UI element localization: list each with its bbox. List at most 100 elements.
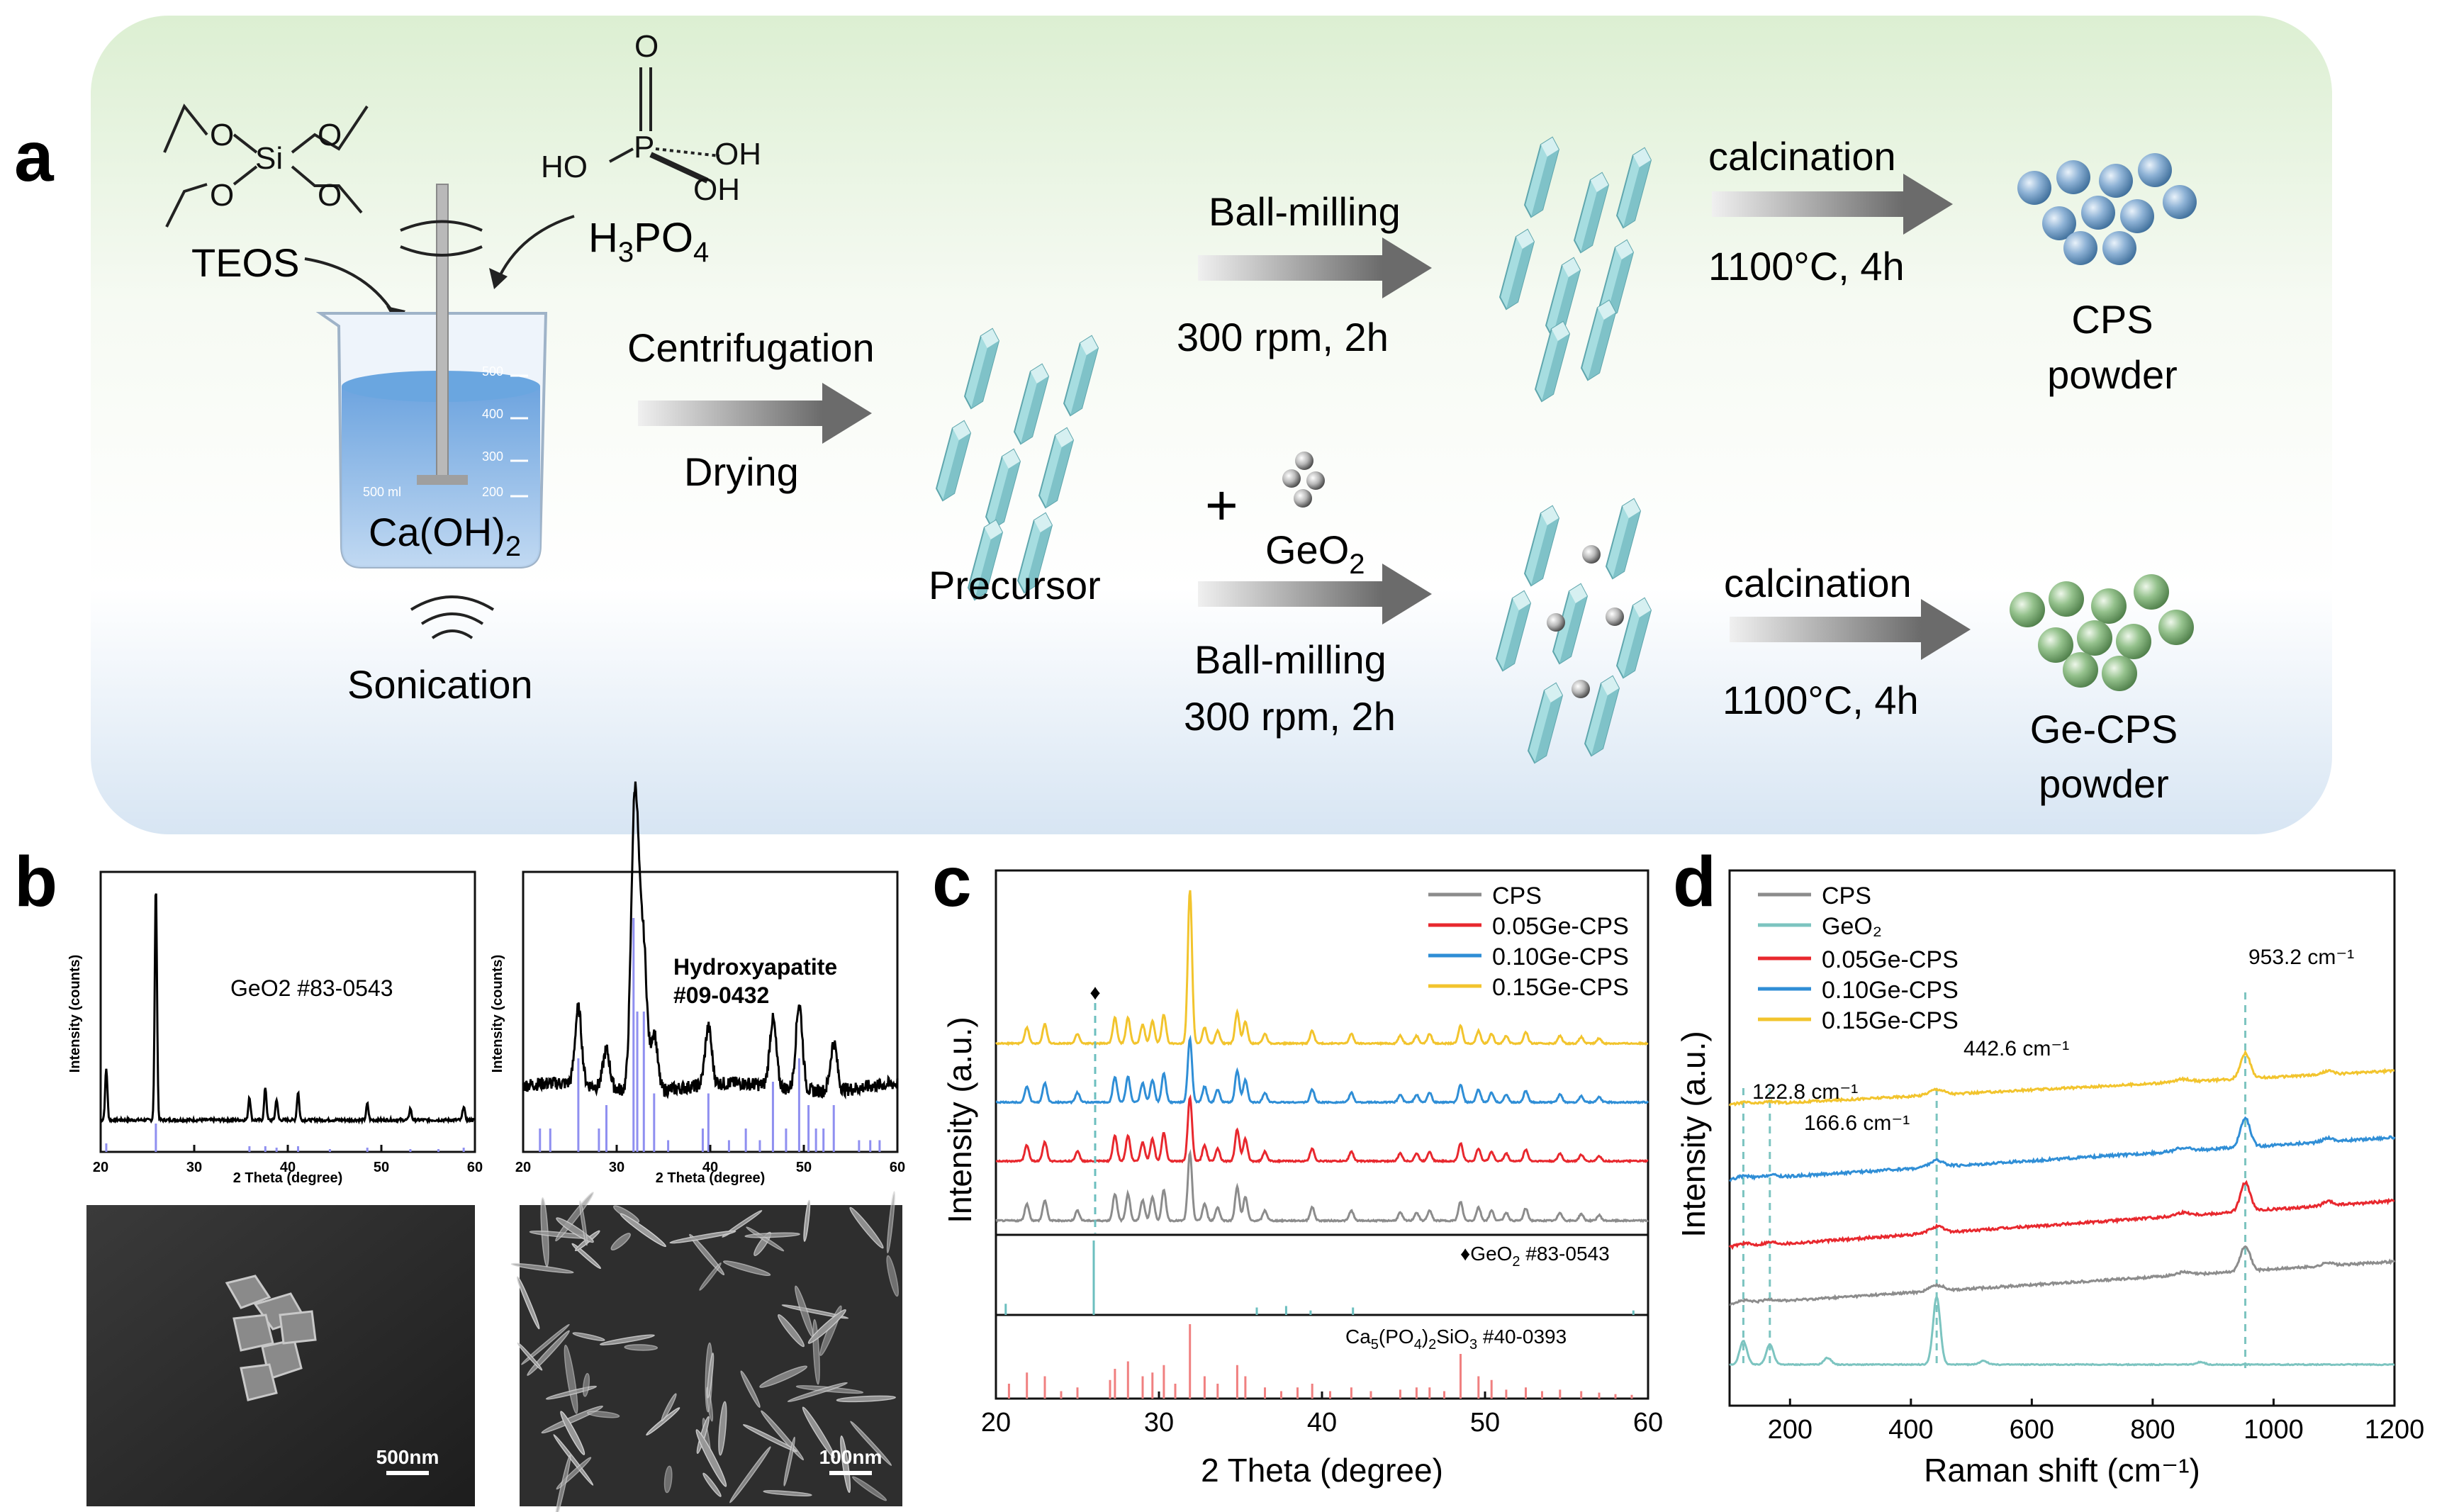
d-annotation-label: 166.6 cm⁻¹ (1804, 1111, 1910, 1135)
d-ylabel: Intensity (a.u.) (1675, 1031, 1712, 1237)
svg-text:HO: HO (541, 150, 588, 184)
d-annotation-label: 442.6 cm⁻¹ (1963, 1037, 2069, 1060)
sem-needle (778, 1314, 805, 1348)
sem-needle (521, 1323, 570, 1365)
sem-needle (807, 1309, 846, 1344)
sem-needle (886, 1255, 899, 1297)
sem-needle (702, 1472, 722, 1497)
d-annotation-label: 953.2 cm⁻¹ (2248, 946, 2354, 969)
d-tick-label: 600 (2010, 1415, 2054, 1445)
sem-needle (840, 1435, 851, 1494)
d-legend-cps: CPS (1822, 883, 1871, 909)
sem-image-hap: 100nm (510, 1191, 902, 1512)
d-series-line-0.05Ge-CPS (1728, 1180, 2395, 1250)
sem-needle (553, 1434, 594, 1486)
sem-needle (759, 1365, 808, 1388)
c-legend-005: 0.05Ge-CPS (1492, 913, 1629, 940)
panel-label-c: c (932, 842, 972, 922)
c-legend-010: 0.10Ge-CPS (1492, 943, 1629, 970)
d-series-line-geo2 (1729, 1294, 2394, 1367)
geo2-label: GeO2 (1265, 527, 1365, 580)
sem-needle (620, 1213, 666, 1248)
b-right-xlabel: 2 Theta (degree) (656, 1170, 765, 1186)
c-ref2-label: Ca5(PO4)2SiO3 #40-0393 (1345, 1326, 1567, 1353)
arrow-ballmill-bottom (1198, 564, 1432, 625)
geo2-spheres (1282, 452, 1325, 508)
sem-needle (850, 1421, 892, 1466)
plus-sign: + (1205, 474, 1238, 537)
d-legend-010: 0.10Ge-CPS (1822, 977, 1959, 1004)
sem-needle (742, 1424, 797, 1452)
b-left-xlabel: 2 Theta (degree) (233, 1170, 342, 1186)
sem-needle (886, 1191, 895, 1254)
c-legend-015: 0.15Ge-CPS (1492, 974, 1629, 1001)
d-legend: CPS GeO₂ 0.05Ge-CPS 0.10Ge-CPS 0.15Ge-CP… (1758, 883, 1959, 1034)
svg-text:O: O (210, 118, 234, 152)
sem-needle (707, 1353, 715, 1399)
teos-molecule (163, 103, 369, 228)
c-ref-cps-sticks (1007, 1324, 1633, 1399)
c-series-line-0.10Ge-CPS (995, 1034, 1649, 1105)
svg-text:500 ml: 500 ml (363, 485, 401, 499)
d-series-line-CPS (1729, 1245, 2396, 1306)
h3po4-label: H3PO4 (588, 215, 709, 268)
b-right-annotation-1: Hydroxyapatite (673, 954, 837, 980)
h3po4-atoms: O P HO OH OH (541, 29, 761, 207)
milled-crystals-bottom (1493, 495, 1654, 766)
sem-needle (744, 1232, 800, 1238)
gecps-spheres (2010, 574, 2194, 691)
sem-needle (582, 1372, 590, 1397)
d-tick-label: 200 (1768, 1415, 1813, 1445)
svg-text:O: O (318, 118, 342, 152)
arrow-ballmill-top (1198, 237, 1432, 298)
svg-text:500: 500 (482, 364, 503, 379)
b-left-tick-label: 30 (186, 1160, 202, 1175)
sem-needle (763, 1490, 812, 1496)
b-right-tick-label: 40 (702, 1160, 718, 1175)
sem-image-geo2: 500nm (86, 1205, 475, 1506)
sem-needle (699, 1262, 722, 1291)
b-left-tick-label: 50 (374, 1160, 389, 1175)
b-right-tick-label: 30 (609, 1160, 624, 1175)
d-tick-label: 800 (2130, 1415, 2175, 1445)
chart-c: ♦ 20 30 40 50 60 CPS 0.05Ge-CPS 0.10Ge-CPS 0… (941, 869, 1663, 1489)
beaker: 500 400 300 200 500 ml (315, 184, 548, 569)
chart-d: 200 400 600 800 1000 1200 122.8 cm⁻¹ 166.6 cm⁻… (1675, 869, 2424, 1489)
sonication-icon (410, 595, 495, 639)
c-tick-label: 40 (1307, 1408, 1337, 1438)
sem-needle (781, 1304, 849, 1319)
d-xlabel: Raman shift (cm⁻¹) (1924, 1452, 2200, 1489)
panel-label-d: d (1673, 842, 1716, 922)
svg-text:300: 300 (482, 449, 503, 464)
centrifugation-label: Centrifugation (627, 325, 875, 370)
cps-spheres (2017, 153, 2197, 265)
h3po4-molecule (609, 67, 720, 184)
sem-needle (560, 1411, 586, 1455)
temp-top-label: 1100°C, 4h (1708, 244, 1905, 289)
sem-needle (599, 1334, 655, 1346)
b-right-pattern-line (522, 781, 899, 1100)
panel-label-a: a (14, 117, 55, 196)
chart-b-right: 20 30 40 50 60 Hydroxyapatite #09-0432 2 The… (490, 781, 905, 1186)
b-right-reference-sticks (539, 918, 881, 1152)
svg-text:O: O (634, 29, 659, 64)
arrow-calc-bottom (1730, 599, 1971, 660)
sem-needle (849, 1206, 884, 1249)
panel-label-b: b (14, 842, 57, 922)
svg-text:O: O (318, 178, 342, 213)
rpm-top-label: 300 rpm, 2h (1177, 315, 1389, 359)
teos-label: TEOS (191, 240, 299, 285)
c-legend-cps: CPS (1492, 883, 1542, 909)
sem-needle (555, 1454, 571, 1512)
sem-needle (803, 1199, 811, 1242)
d-annotation-label: 122.8 cm⁻¹ (1752, 1080, 1858, 1104)
rpm-bottom-label: 300 rpm, 2h (1184, 694, 1396, 739)
d-legend-geo2: GeO₂ (1822, 913, 1882, 940)
sem-needle (669, 1230, 736, 1244)
cps-label-2: powder (2047, 352, 2178, 397)
svg-text:O: O (210, 178, 234, 213)
b-left-reference-sticks (105, 1124, 465, 1152)
sem-needle (729, 1446, 771, 1503)
svg-text:OH: OH (715, 137, 761, 172)
c-tick-label: 60 (1633, 1408, 1663, 1438)
